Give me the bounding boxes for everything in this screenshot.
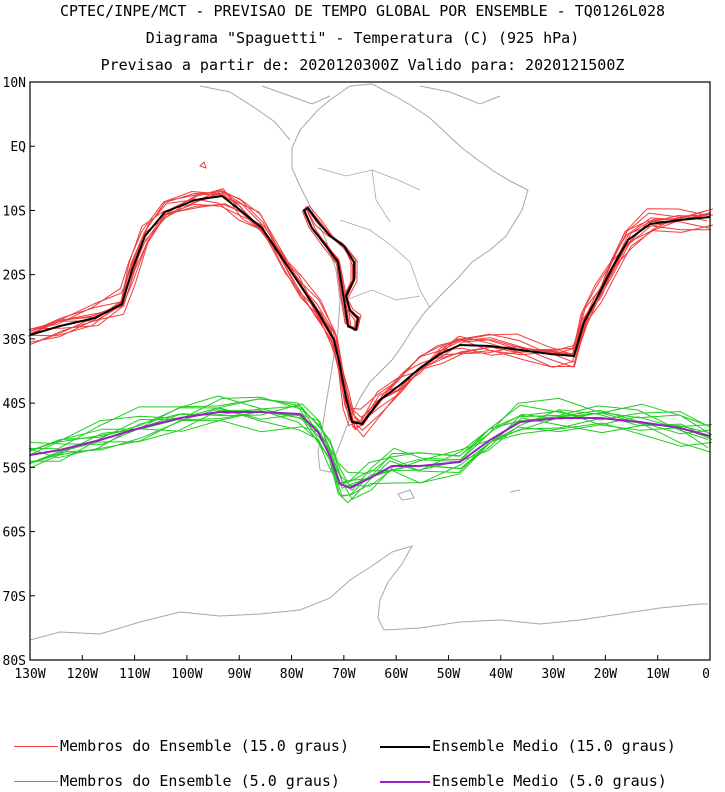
legend-black-mean: Ensemble Medio (15.0 graus) <box>380 737 676 757</box>
title-line-1: CPTEC/INPE/MCT - PREVISAO DE TEMPO GLOBA… <box>59 2 666 20</box>
green-member-contour <box>29 407 711 485</box>
red-member-contour <box>29 189 710 425</box>
falkland-islands <box>397 489 415 501</box>
lon-label: 80W <box>280 667 304 682</box>
green-member-contour <box>28 397 709 474</box>
green-member-contour <box>28 405 709 485</box>
green-member-contour <box>29 410 711 487</box>
lon-label: 90W <box>227 667 251 682</box>
country-borders <box>317 167 431 309</box>
legend-label-black: Ensemble Medio (15.0 graus) <box>432 737 676 755</box>
lat-label: 20S <box>3 269 26 284</box>
legend-label-purple: Ensemble Medio (5.0 graus) <box>432 772 667 790</box>
plot-frame <box>29 81 711 661</box>
red-member-contour <box>31 193 714 431</box>
red-member-contour <box>30 188 712 428</box>
legend-label-red: Membros do Ensemble (15.0 graus) <box>60 737 349 755</box>
mean15-contour <box>29 195 711 425</box>
lat-label: 70S <box>3 590 26 605</box>
lon-label: 130W <box>14 667 45 682</box>
lat-label: 80S <box>3 654 26 669</box>
lon-label: 120W <box>67 667 98 682</box>
green-member-contour <box>30 410 713 500</box>
red-member-contour <box>28 192 708 424</box>
red-member-contour <box>28 191 708 410</box>
coastline-layer <box>29 83 708 641</box>
legend-swatch-red <box>14 746 58 747</box>
lon-label: 0 <box>702 667 710 682</box>
legend-swatch-green <box>14 781 58 782</box>
green-member-contour <box>30 396 713 491</box>
lon-label: 10W <box>646 667 670 682</box>
mean5-contour <box>29 411 711 489</box>
lon-label: 20W <box>594 667 618 682</box>
south-america-coastline <box>291 83 529 473</box>
lon-label: 40W <box>489 667 513 682</box>
legend-red-members: Membros do Ensemble (15.0 graus) <box>14 737 349 757</box>
legend-purple-mean: Ensemble Medio (5.0 graus) <box>380 772 667 792</box>
lat-label: 10S <box>3 204 26 219</box>
longitude-axis: 130W 120W 110W 100W 90W 80W 70W 60W 50W 40W 30W 20W… <box>14 655 711 682</box>
lon-label: 50W <box>437 667 461 682</box>
legend-label-green: Membros do Ensemble (5.0 graus) <box>60 772 340 790</box>
lon-label: 60W <box>384 667 408 682</box>
lat-label: 50S <box>3 461 26 476</box>
lon-label: 30W <box>541 667 565 682</box>
title-line-2: Diagrama "Spaguetti" - Temperatura (C) (… <box>145 29 580 47</box>
red-member-contour <box>30 203 712 431</box>
antarctica-coastline <box>29 545 708 641</box>
red-member-contour <box>31 192 714 426</box>
red-member-contour <box>30 190 712 425</box>
lon-label: 100W <box>171 667 202 682</box>
latitude-axis: 10N EQ 10S 20S 30S 40S 50S 60S 70S 80S <box>3 76 35 669</box>
lon-label: 70W <box>332 667 356 682</box>
lat-label: 40S <box>3 397 26 412</box>
lat-label: 30S <box>3 333 26 348</box>
green-member-contour <box>28 409 709 504</box>
galapagos <box>199 161 207 169</box>
red-member-contour <box>29 203 710 423</box>
green-member-contour <box>30 420 713 497</box>
central-america-coastline <box>199 85 501 141</box>
legend-swatch-black <box>380 745 430 748</box>
mean15-contour <box>303 207 359 331</box>
title-line-3: Previsao a partir de: 2020120300Z Valido… <box>100 56 625 74</box>
lon-label: 110W <box>119 667 150 682</box>
legend-swatch-purple <box>380 780 430 783</box>
lat-label: EQ <box>10 140 26 155</box>
lat-label: 10N <box>3 76 26 91</box>
legend-green-members: Membros do Ensemble (5.0 graus) <box>14 772 340 792</box>
red-member-contour <box>28 198 708 427</box>
lat-label: 60S <box>3 526 26 541</box>
green-member-contour <box>29 398 711 487</box>
south-georgia <box>509 489 521 493</box>
red-member-contour <box>31 203 714 438</box>
green-member-contour <box>29 408 711 496</box>
